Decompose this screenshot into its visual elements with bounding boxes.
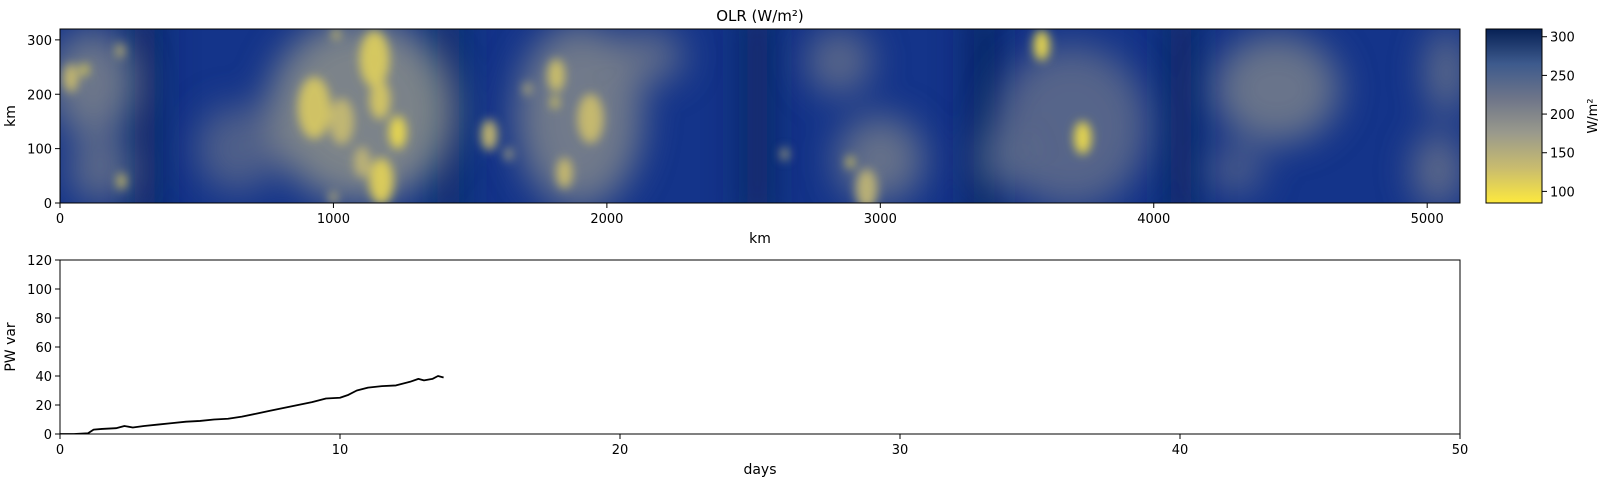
bright-cell bbox=[504, 147, 513, 161]
y-tick-label: 100 bbox=[27, 283, 52, 298]
heatmap-y-ticks: 0 100 200 300 bbox=[27, 34, 60, 212]
bright-cell bbox=[329, 98, 354, 145]
bright-cell bbox=[388, 115, 407, 149]
bright-cell bbox=[369, 80, 391, 120]
bright-cell bbox=[1033, 29, 1050, 61]
bright-cell bbox=[80, 63, 89, 76]
cloud-region bbox=[68, 137, 134, 203]
x-tick-label: 50 bbox=[1452, 443, 1469, 458]
x-tick-label: 20 bbox=[612, 443, 629, 458]
colorbar-tick-label: 300 bbox=[1550, 31, 1575, 46]
x-tick-label: 40 bbox=[1172, 443, 1189, 458]
line-y-label: PW var bbox=[3, 322, 19, 372]
y-tick-label: 200 bbox=[27, 88, 52, 103]
cloud-region bbox=[1213, 34, 1340, 144]
cloud-region bbox=[60, 29, 137, 138]
bright-cell bbox=[368, 158, 394, 203]
bright-cell bbox=[556, 157, 573, 189]
colorbar-tick-label: 100 bbox=[1550, 185, 1575, 200]
dark-band bbox=[130, 29, 159, 203]
cloud-region bbox=[1413, 132, 1460, 203]
cloud-region bbox=[267, 29, 454, 203]
x-tick-label: 4000 bbox=[1137, 212, 1170, 227]
bright-cell bbox=[846, 156, 855, 169]
heatmap-x-label: km bbox=[749, 231, 771, 247]
bright-cell bbox=[297, 76, 331, 139]
colorbar-ticks: 100 150 200 250 300 bbox=[1542, 31, 1575, 200]
y-tick-label: 60 bbox=[35, 341, 52, 356]
cloud-region bbox=[196, 105, 279, 193]
y-tick-label: 40 bbox=[35, 370, 52, 385]
colorbar-tick-label: 250 bbox=[1550, 69, 1575, 84]
x-tick-label: 3000 bbox=[864, 212, 897, 227]
cloud-region bbox=[976, 126, 1031, 193]
bright-cell bbox=[116, 43, 125, 58]
dark-band bbox=[1167, 29, 1196, 203]
dark-band bbox=[743, 29, 772, 203]
y-tick-label: 100 bbox=[27, 143, 52, 158]
colorbar bbox=[1485, 28, 1543, 204]
bright-cell bbox=[353, 146, 371, 178]
colorbar-tick-label: 150 bbox=[1550, 147, 1575, 162]
x-tick-label: 0 bbox=[56, 212, 64, 227]
bright-cell bbox=[332, 29, 341, 40]
bright-cell bbox=[481, 119, 498, 151]
bright-cell bbox=[359, 30, 390, 88]
bright-cell bbox=[855, 168, 878, 203]
bright-cell bbox=[780, 147, 789, 161]
series-line-pw-var bbox=[60, 375, 444, 434]
heatmap-area bbox=[60, 29, 1460, 203]
x-tick-label: 2000 bbox=[590, 212, 623, 227]
heatmap-x-ticks: 0 1000 2000 3000 4000 5000 bbox=[56, 203, 1444, 227]
cloud-region bbox=[612, 29, 684, 84]
line-x-label: days bbox=[743, 462, 776, 478]
heatmap-title: OLR (W/m²) bbox=[716, 7, 804, 25]
line-x-ticks: 0 10 20 30 40 50 bbox=[56, 434, 1468, 458]
cloud-region bbox=[1427, 29, 1460, 116]
bright-cell bbox=[523, 82, 532, 96]
cloud-region bbox=[1208, 148, 1264, 193]
bright-cell bbox=[550, 96, 559, 109]
y-tick-label: 0 bbox=[44, 428, 52, 443]
x-tick-label: 30 bbox=[892, 443, 909, 458]
cloud-regions bbox=[60, 29, 1460, 203]
heatmap-frame bbox=[59, 28, 1461, 204]
bright-cells bbox=[63, 29, 1092, 203]
bright-cell bbox=[547, 58, 566, 92]
x-tick-label: 5000 bbox=[1411, 212, 1444, 227]
bright-cell bbox=[117, 172, 126, 190]
x-tick-label: 10 bbox=[332, 443, 349, 458]
y-tick-label: 80 bbox=[35, 312, 52, 327]
cloud-region bbox=[995, 45, 1149, 203]
bright-cell bbox=[329, 191, 338, 203]
heatmap-y-label: km bbox=[3, 105, 19, 127]
colorbar-label: W/m² bbox=[1586, 98, 1600, 133]
bright-cell bbox=[63, 63, 79, 93]
y-tick-label: 120 bbox=[27, 254, 52, 269]
bright-cell bbox=[577, 93, 604, 144]
y-tick-label: 0 bbox=[44, 197, 52, 212]
y-tick-label: 300 bbox=[27, 34, 52, 49]
colorbar-tick-label: 200 bbox=[1550, 108, 1575, 123]
cloud-region bbox=[806, 29, 873, 95]
line-plot-area bbox=[60, 260, 1460, 434]
dark-band bbox=[970, 29, 999, 203]
x-tick-label: 0 bbox=[56, 443, 64, 458]
line-y-ticks: 0 20 40 60 80 100 120 bbox=[27, 254, 60, 443]
x-tick-label: 1000 bbox=[317, 212, 350, 227]
y-tick-label: 20 bbox=[35, 399, 52, 414]
bright-cell bbox=[1073, 121, 1092, 155]
